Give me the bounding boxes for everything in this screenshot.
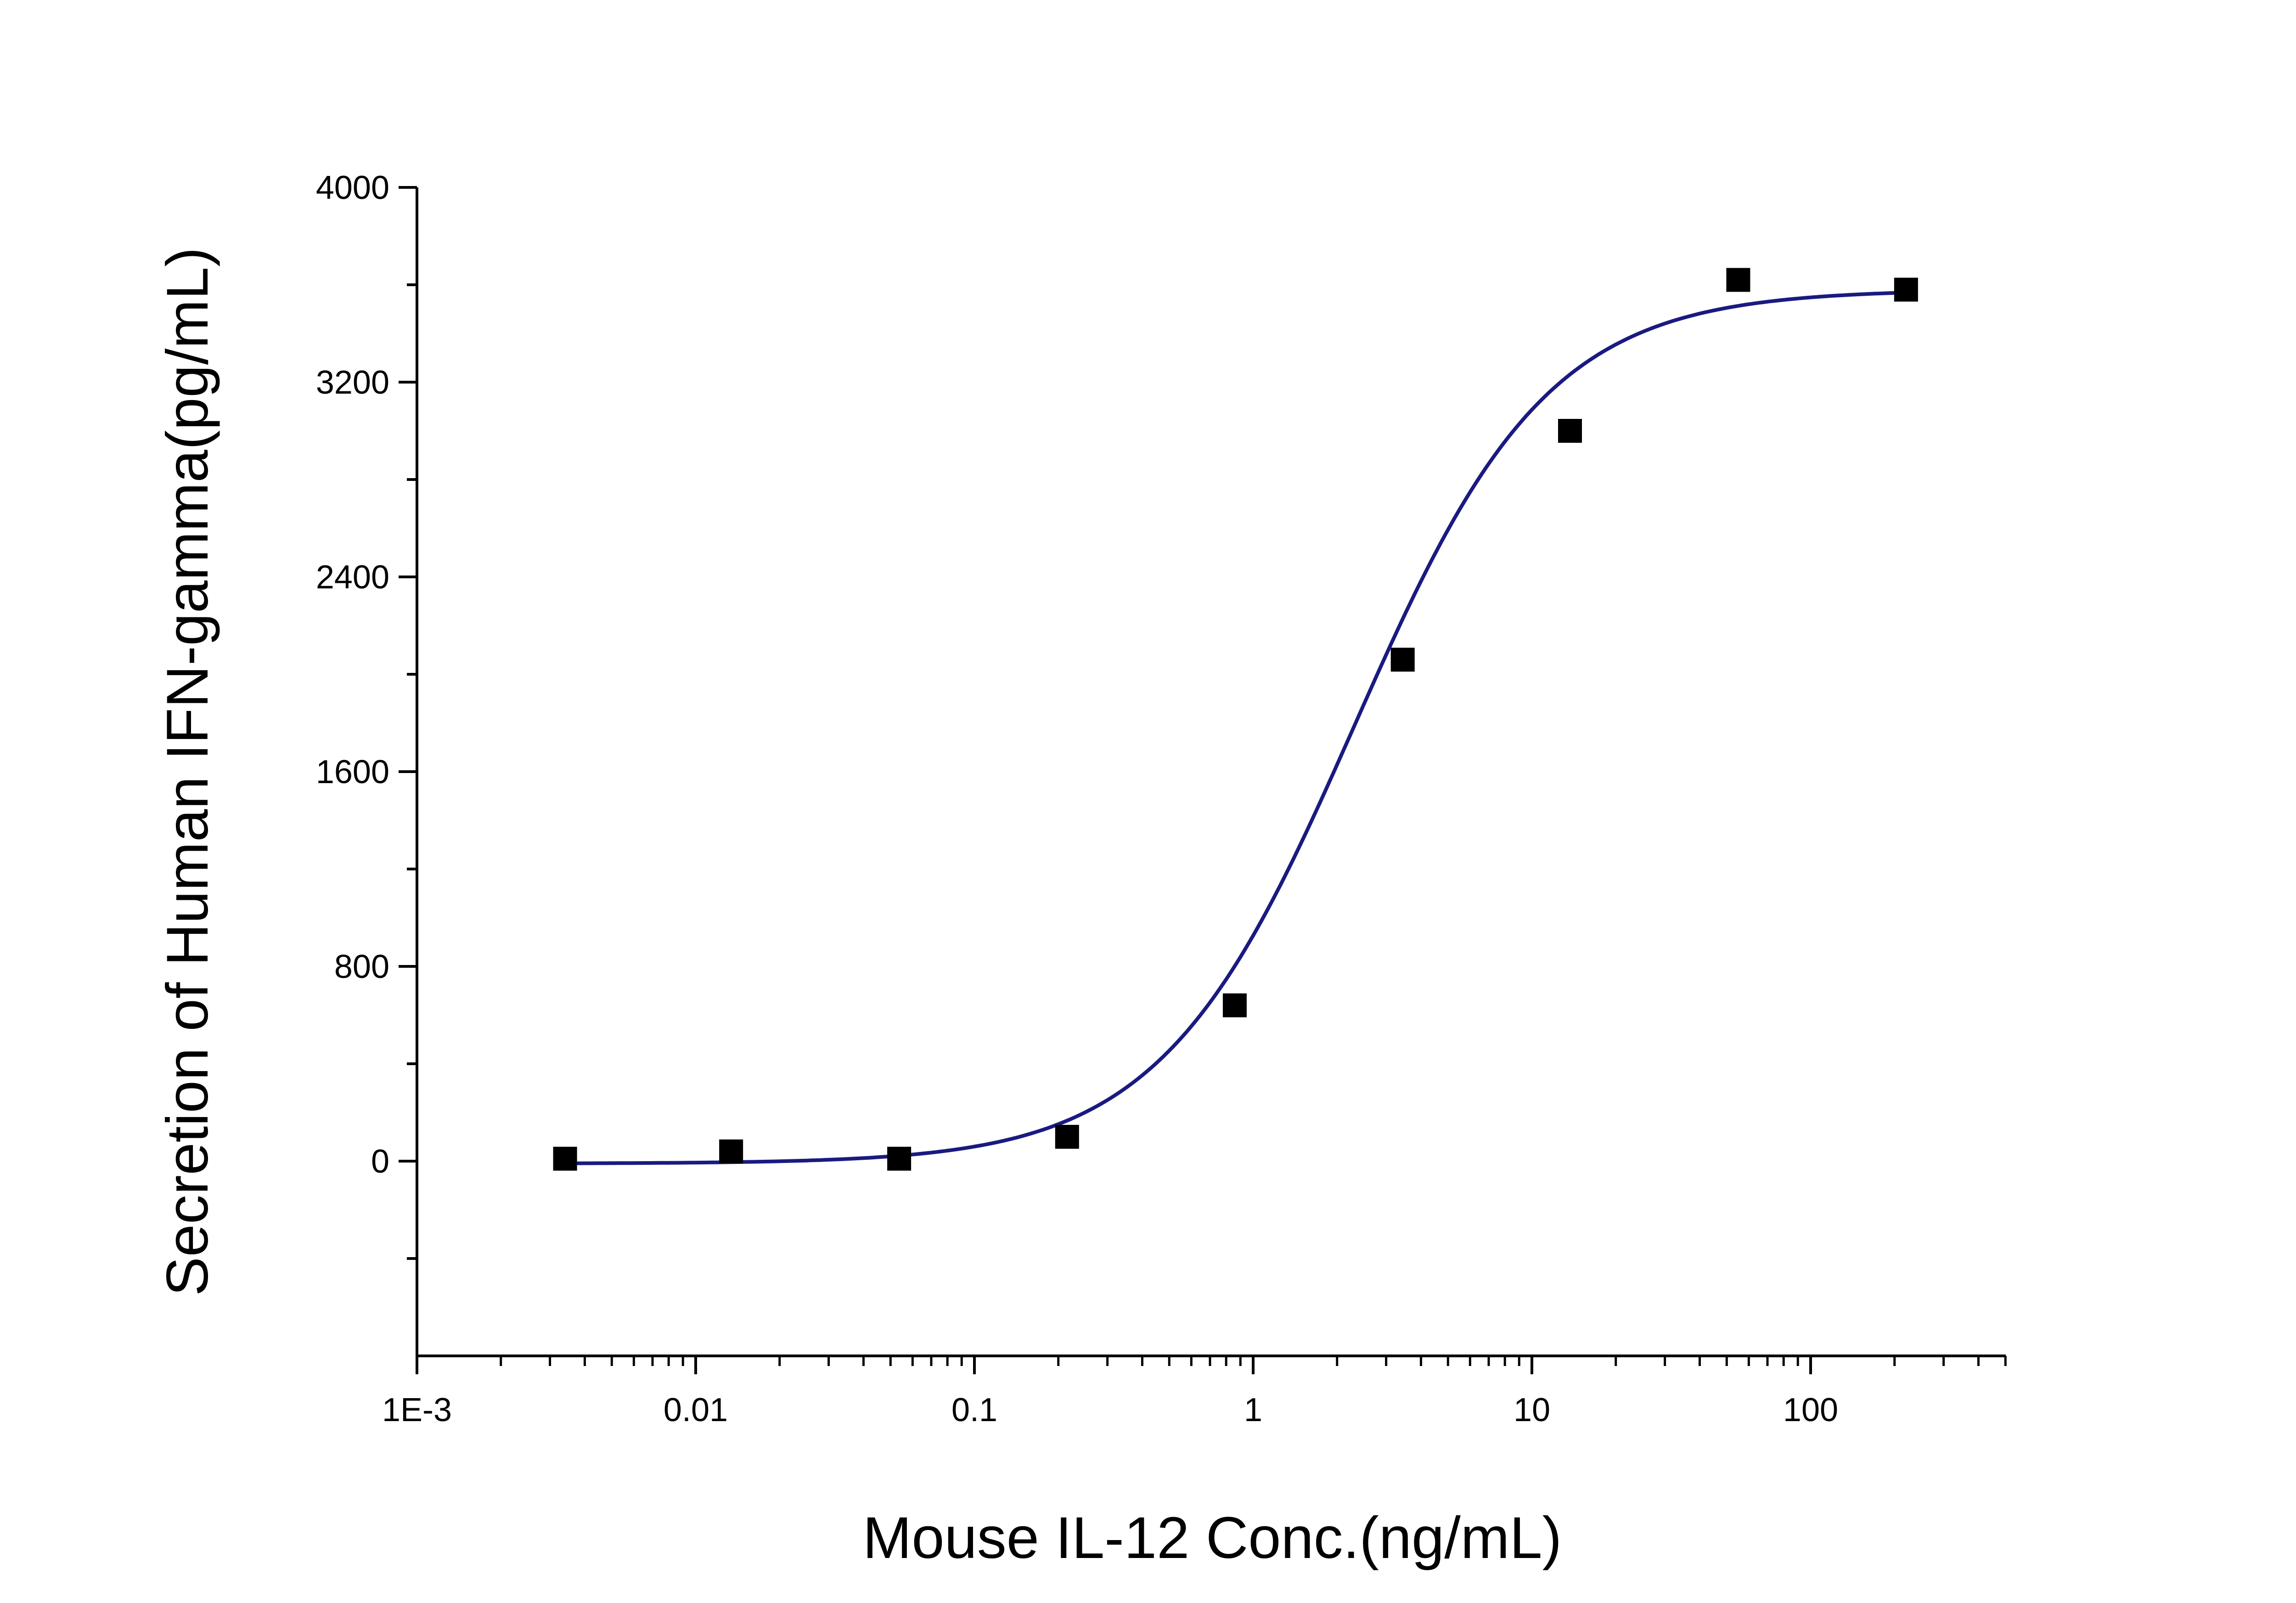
x-axis-ticks: 1E-3 0.01 0.1 1 10 100	[382, 1356, 2007, 1428]
x-tick-label: 0.01	[664, 1392, 728, 1428]
x-tick-label: 0.1	[951, 1392, 997, 1428]
data-point	[1558, 419, 1582, 443]
data-point	[1894, 277, 1918, 302]
data-point	[1222, 993, 1247, 1017]
x-tick-label: 10	[1514, 1392, 1550, 1428]
y-tick-label: 0	[371, 1143, 389, 1180]
y-tick-label: 1600	[316, 754, 389, 790]
data-point	[1055, 1125, 1079, 1149]
y-axis-ticks: 0 800 1600 2400 3200 4000	[316, 169, 417, 1260]
axes-frame	[416, 187, 2006, 1357]
y-tick-label: 800	[334, 948, 389, 985]
y-tick-label: 3200	[316, 364, 389, 401]
x-tick-label: 1E-3	[382, 1392, 452, 1428]
y-axis-title: Secretion of Human IFN-gamma(pg/mL)	[155, 247, 220, 1296]
y-tick-label: 2400	[316, 559, 389, 596]
data-point	[553, 1146, 577, 1171]
x-tick-label: 100	[1783, 1392, 1838, 1428]
data-point	[1726, 268, 1750, 292]
x-axis-title: Mouse IL-12 Conc.(ng/mL)	[863, 1505, 1562, 1571]
data-point	[1390, 648, 1415, 672]
x-tick-label: 1	[1244, 1392, 1262, 1428]
data-points	[553, 268, 1918, 1171]
data-point	[887, 1146, 912, 1171]
fit-curve	[565, 290, 1907, 1165]
data-point	[719, 1139, 743, 1163]
y-tick-label: 4000	[316, 169, 389, 206]
